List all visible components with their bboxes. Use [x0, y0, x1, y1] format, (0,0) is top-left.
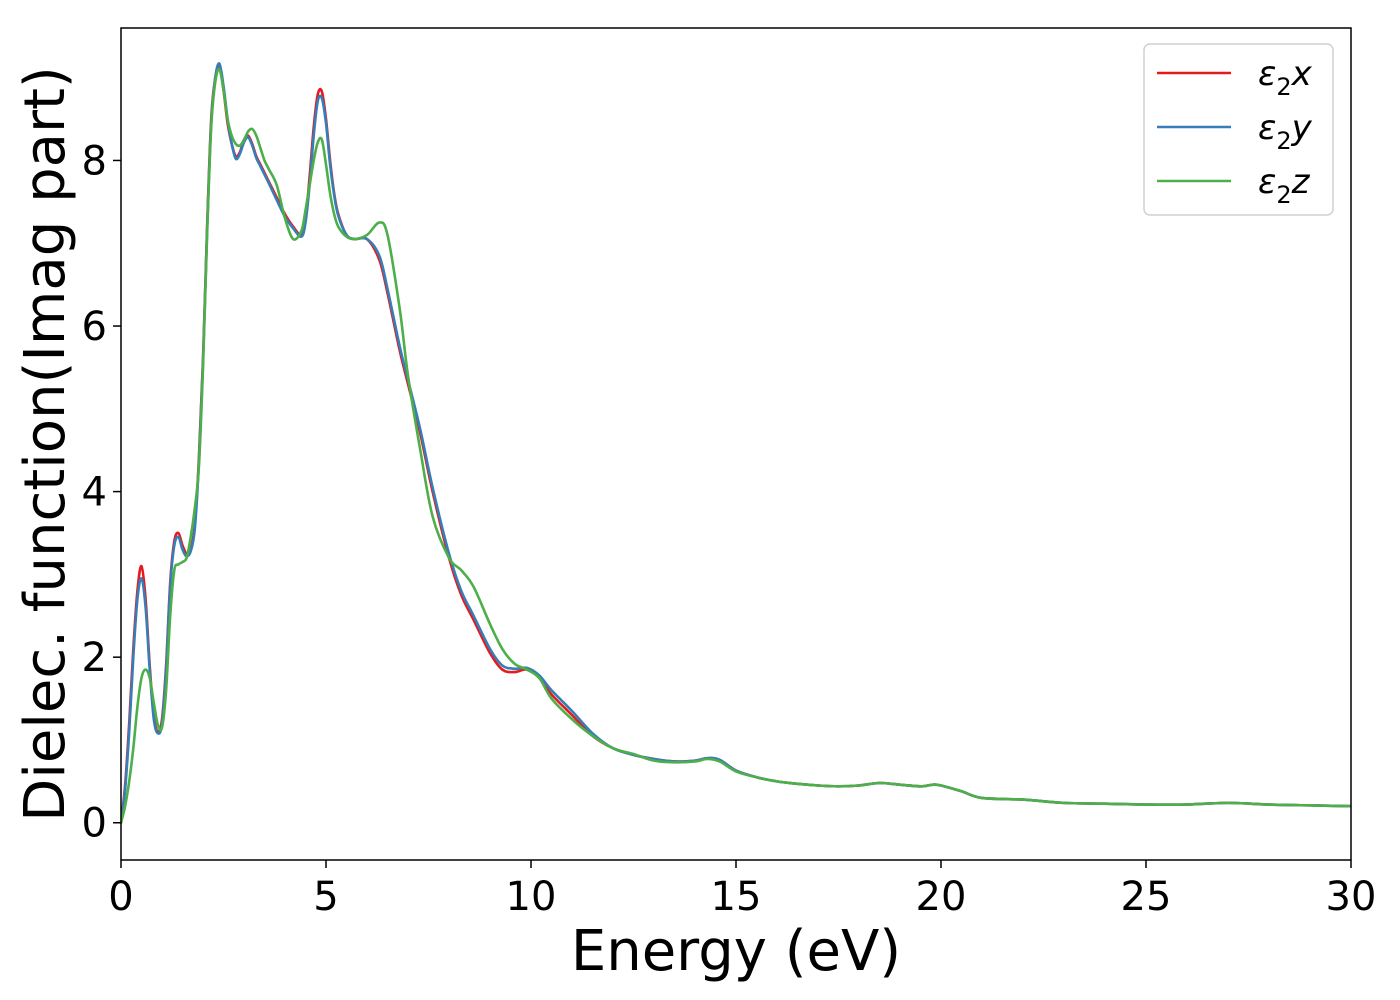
y-tick-label: 4	[82, 470, 107, 516]
x-axis: 0 5 10 15 20 25 30	[108, 860, 1376, 920]
legend-base: ε	[1258, 108, 1276, 148]
x-tick-label: 20	[916, 874, 967, 920]
y-axis: 0 2 4 6 8	[82, 138, 121, 847]
legend-label-z: ε2z	[1258, 162, 1311, 209]
y-tick-label: 0	[82, 801, 107, 847]
y-tick-label: 6	[82, 304, 107, 350]
x-tick-label: 30	[1326, 874, 1377, 920]
x-tick-label: 15	[711, 874, 762, 920]
series-line-z	[121, 67, 1351, 825]
series-layer	[121, 62, 1351, 825]
legend-variable: x	[1291, 54, 1313, 94]
legend-base: ε	[1258, 162, 1276, 202]
x-tick-label: 0	[108, 874, 133, 920]
legend-base: ε	[1258, 54, 1276, 94]
legend-subscript: 2	[1276, 73, 1291, 101]
x-axis-label: Energy (eV)	[571, 919, 901, 984]
legend-label-x: ε2x	[1258, 54, 1313, 101]
x-tick-label: 10	[506, 874, 557, 920]
legend-subscript: 2	[1276, 127, 1291, 155]
legend-variable: z	[1291, 162, 1311, 202]
x-tick-label: 5	[313, 874, 338, 920]
legend-variable: y	[1291, 108, 1313, 148]
y-axis-label: Dielec. function(Imag part)	[13, 66, 78, 822]
legend-subscript: 2	[1276, 181, 1291, 209]
y-tick-label: 8	[82, 138, 107, 184]
legend-label-y: ε2y	[1258, 108, 1313, 155]
legend-frame	[1143, 43, 1334, 216]
x-tick-label: 25	[1121, 874, 1172, 920]
y-tick-label: 2	[82, 635, 107, 681]
